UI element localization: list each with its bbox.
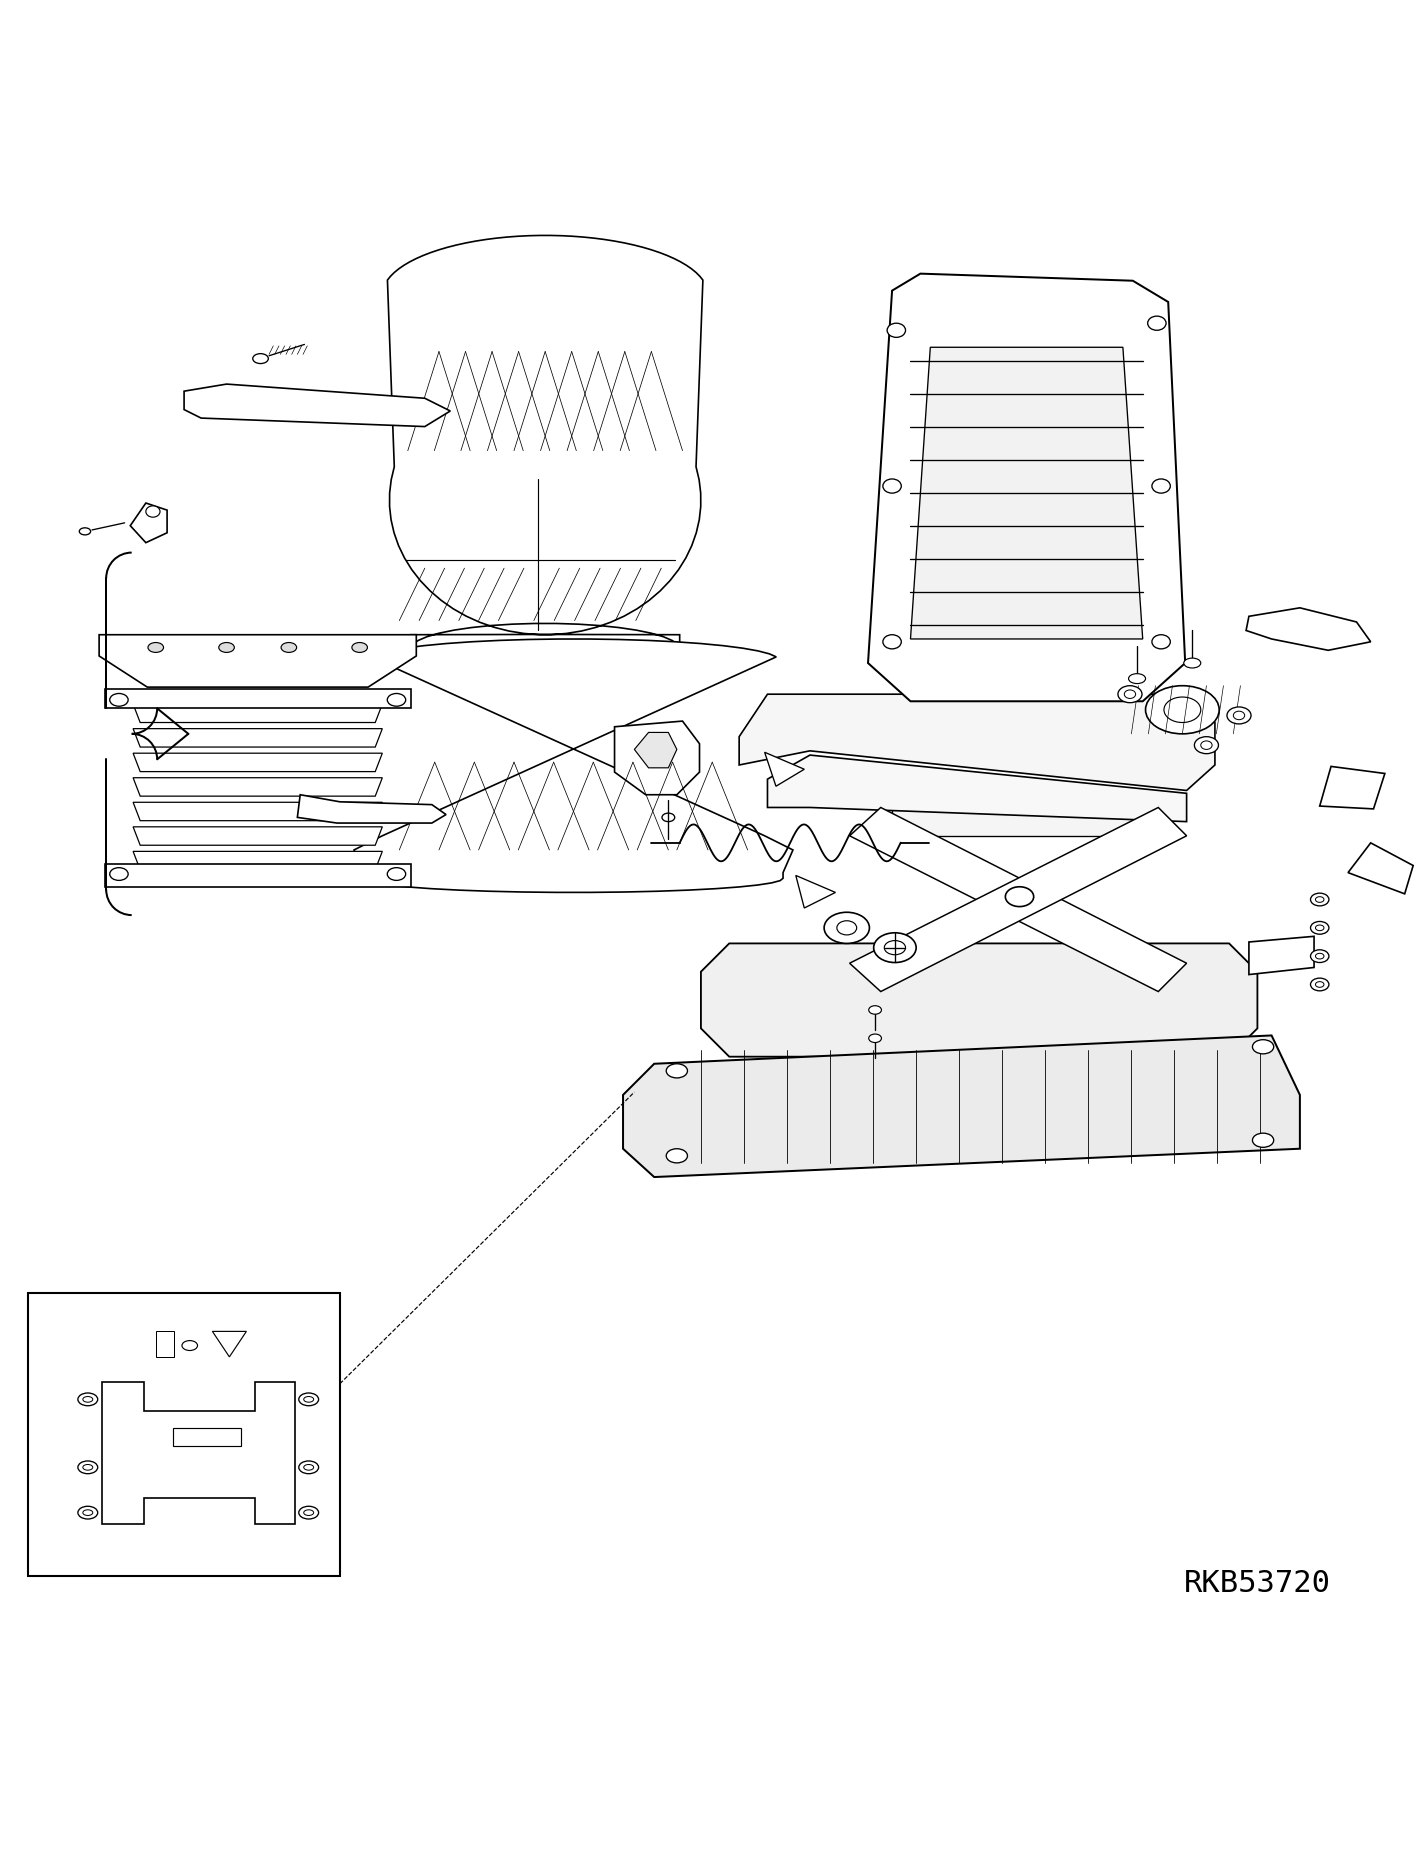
Ellipse shape — [1311, 894, 1328, 906]
Ellipse shape — [1311, 979, 1328, 992]
Ellipse shape — [1233, 710, 1245, 720]
Ellipse shape — [1201, 740, 1212, 749]
Polygon shape — [212, 1332, 246, 1356]
Ellipse shape — [886, 324, 906, 337]
Ellipse shape — [1315, 982, 1324, 988]
Ellipse shape — [837, 921, 857, 934]
Ellipse shape — [78, 1506, 98, 1519]
Ellipse shape — [280, 642, 297, 653]
Polygon shape — [796, 875, 835, 908]
Ellipse shape — [663, 814, 675, 821]
Ellipse shape — [1253, 1040, 1274, 1054]
Ellipse shape — [1005, 886, 1034, 906]
Polygon shape — [634, 733, 677, 768]
Ellipse shape — [1184, 659, 1201, 668]
Ellipse shape — [1146, 686, 1219, 734]
Polygon shape — [184, 385, 450, 427]
Polygon shape — [133, 753, 382, 771]
Ellipse shape — [1147, 316, 1165, 331]
Ellipse shape — [252, 353, 269, 364]
Bar — [28, 1293, 340, 1576]
Ellipse shape — [388, 694, 406, 707]
Ellipse shape — [78, 1393, 98, 1406]
Bar — [156, 1332, 174, 1356]
Polygon shape — [623, 1036, 1300, 1177]
Ellipse shape — [1315, 925, 1324, 931]
Polygon shape — [765, 753, 804, 786]
Polygon shape — [1249, 936, 1314, 975]
Polygon shape — [767, 755, 1187, 821]
Ellipse shape — [1311, 921, 1328, 934]
Ellipse shape — [666, 1064, 688, 1079]
Polygon shape — [297, 796, 446, 823]
Ellipse shape — [1129, 673, 1146, 683]
Ellipse shape — [1315, 953, 1324, 958]
Polygon shape — [354, 638, 793, 892]
Polygon shape — [868, 274, 1185, 701]
Polygon shape — [99, 635, 416, 686]
Ellipse shape — [84, 1510, 93, 1515]
Ellipse shape — [869, 1006, 881, 1014]
Ellipse shape — [147, 642, 164, 653]
Ellipse shape — [1153, 479, 1170, 494]
Ellipse shape — [304, 1397, 314, 1402]
Ellipse shape — [84, 1397, 93, 1402]
Ellipse shape — [884, 479, 901, 494]
Ellipse shape — [299, 1506, 319, 1519]
Ellipse shape — [1153, 635, 1170, 649]
Polygon shape — [701, 944, 1257, 1056]
Ellipse shape — [1253, 1134, 1274, 1147]
Ellipse shape — [388, 868, 406, 881]
Ellipse shape — [299, 1462, 319, 1474]
Ellipse shape — [1315, 897, 1324, 903]
Ellipse shape — [304, 1465, 314, 1471]
Ellipse shape — [824, 912, 869, 944]
Ellipse shape — [181, 1341, 198, 1350]
Ellipse shape — [1119, 686, 1143, 703]
Ellipse shape — [1124, 690, 1136, 699]
Ellipse shape — [1311, 949, 1328, 962]
Ellipse shape — [78, 1462, 98, 1474]
Polygon shape — [133, 803, 382, 821]
Ellipse shape — [351, 642, 368, 653]
Polygon shape — [133, 729, 382, 747]
Polygon shape — [615, 722, 700, 796]
Ellipse shape — [84, 1465, 93, 1471]
Polygon shape — [102, 1382, 295, 1524]
Ellipse shape — [1194, 736, 1218, 753]
Polygon shape — [1246, 609, 1371, 651]
Polygon shape — [1348, 844, 1413, 894]
Polygon shape — [133, 851, 382, 869]
Ellipse shape — [79, 527, 91, 535]
Bar — [173, 1428, 241, 1447]
Ellipse shape — [884, 635, 901, 649]
Polygon shape — [739, 694, 1215, 790]
Ellipse shape — [1164, 697, 1201, 723]
Ellipse shape — [299, 1393, 319, 1406]
Text: RKB53720: RKB53720 — [1184, 1569, 1331, 1598]
Polygon shape — [388, 235, 702, 649]
Polygon shape — [892, 807, 1147, 836]
Ellipse shape — [884, 940, 906, 955]
Ellipse shape — [304, 1510, 314, 1515]
Polygon shape — [105, 688, 411, 709]
Polygon shape — [850, 807, 1187, 992]
Polygon shape — [133, 827, 382, 845]
Ellipse shape — [874, 932, 916, 962]
Polygon shape — [133, 777, 382, 796]
Polygon shape — [105, 864, 411, 886]
Ellipse shape — [110, 868, 127, 881]
Ellipse shape — [110, 694, 127, 707]
Ellipse shape — [218, 642, 235, 653]
Ellipse shape — [869, 1034, 881, 1043]
Polygon shape — [850, 807, 1187, 992]
Polygon shape — [130, 503, 167, 542]
Polygon shape — [133, 705, 382, 723]
Ellipse shape — [666, 1149, 688, 1164]
Polygon shape — [1320, 766, 1385, 808]
Polygon shape — [910, 348, 1143, 638]
Ellipse shape — [146, 505, 160, 518]
Ellipse shape — [1226, 707, 1252, 723]
